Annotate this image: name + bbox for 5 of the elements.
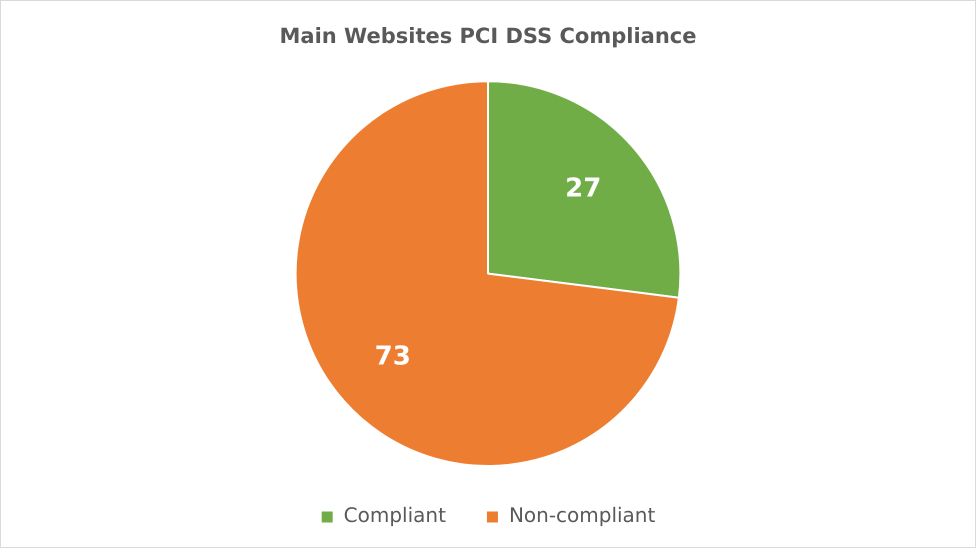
chart-title: Main Websites PCI DSS Compliance — [280, 24, 696, 48]
data-label: 27 — [565, 173, 602, 204]
legend-label: Non-compliant — [508, 503, 656, 528]
legend-label: Compliant — [344, 503, 446, 528]
data-label: 73 — [374, 341, 411, 372]
